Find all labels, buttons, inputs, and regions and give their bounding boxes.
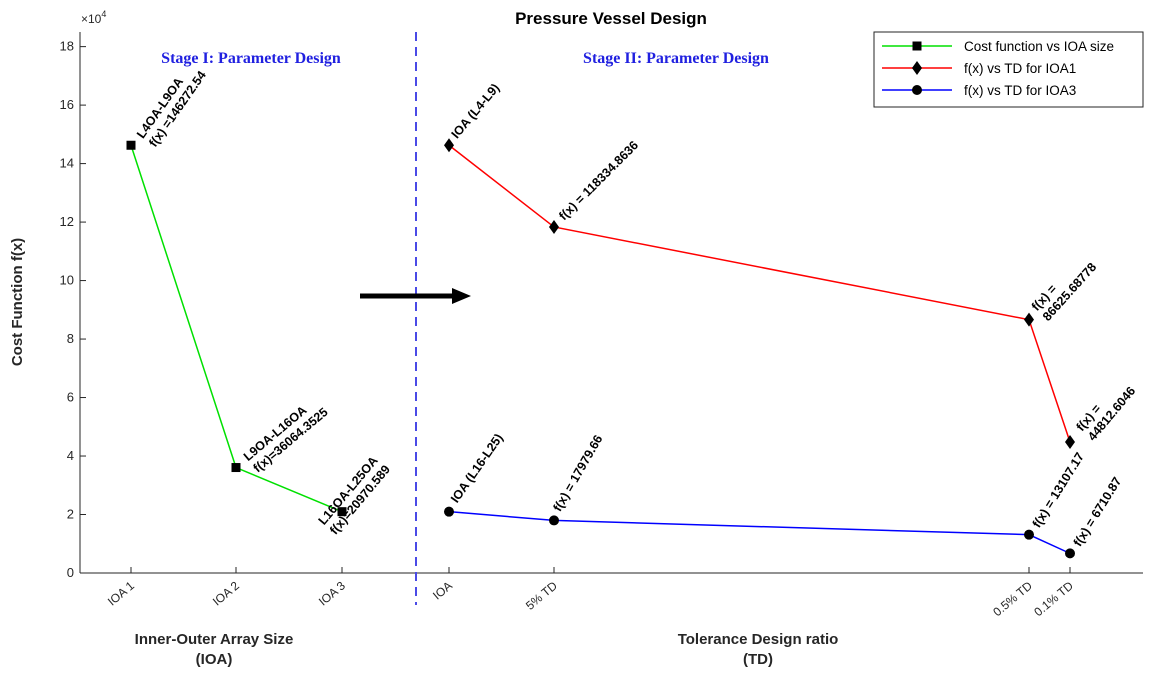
- data-point-circle: [444, 506, 454, 517]
- x-axis-label-td-line2: (TD): [743, 651, 773, 668]
- y-tick-label: 14: [60, 156, 74, 171]
- x-tick-label: IOA 3: [316, 578, 348, 608]
- x-axis-label-td-line1: Tolerance Design ratio: [678, 631, 839, 648]
- data-point-circle: [549, 515, 559, 526]
- y-tick-label: 0: [67, 565, 74, 580]
- y-tick-label: 10: [60, 273, 74, 288]
- data-point-square: [231, 463, 241, 473]
- legend-entry-label: f(x) vs TD for IOA1: [964, 61, 1076, 76]
- data-point-diamond: [1024, 312, 1034, 327]
- transition-arrow: [360, 288, 471, 304]
- y-tick-label: 16: [60, 97, 74, 112]
- series-line: [448, 510, 1071, 555]
- x-tick-label: IOA 2: [210, 578, 242, 608]
- x-tick-label: 0.1% TD: [1031, 578, 1076, 619]
- y-axis-label: Cost Function f(x): [9, 238, 26, 366]
- y-tick-label: 8: [67, 331, 74, 346]
- y-tick-label: 2: [67, 507, 74, 522]
- plot-marks: [126, 138, 1075, 559]
- y-axis-exponent: ×104: [81, 9, 106, 26]
- chart-title: Pressure Vessel Design: [515, 9, 707, 28]
- legend: Cost function vs IOA size f(x) vs TD for …: [873, 31, 1144, 108]
- x-axis-label-ioa-line2: (IOA): [196, 651, 233, 668]
- data-point-diamond: [444, 138, 454, 153]
- data-point-circle: [912, 85, 922, 95]
- y-tick-label: 4: [67, 448, 74, 463]
- y-tick-label: 12: [60, 214, 74, 229]
- stage-2-label: Stage II: Parameter Design: [583, 50, 769, 67]
- y-axis-exponent-power: 4: [101, 9, 106, 19]
- plot-area-background: [80, 32, 1143, 573]
- data-point-diamond: [1065, 434, 1075, 449]
- x-tick-label: 5% TD: [523, 578, 560, 612]
- data-point-diamond: [912, 61, 922, 75]
- x-tick-label: IOA 1: [105, 578, 137, 608]
- data-point-circle: [1024, 529, 1034, 540]
- x-tick-label: IOA: [430, 579, 455, 603]
- y-tick-label: 6: [67, 390, 74, 405]
- data-point-circle: [1065, 548, 1075, 559]
- y-axis-exponent-base: ×10: [81, 12, 102, 26]
- legend-entry-label: Cost function vs IOA size: [964, 39, 1114, 54]
- data-point-square: [126, 140, 136, 150]
- data-point-square: [337, 507, 347, 517]
- series-line: [448, 144, 1071, 443]
- data-point-square: [912, 41, 922, 51]
- stage-1-label: Stage I: Parameter Design: [161, 50, 341, 67]
- x-axis-label-ioa-line1: Inner-Outer Array Size: [135, 631, 294, 648]
- y-tick-label: 18: [60, 39, 74, 54]
- legend-entry-label: f(x) vs TD for IOA3: [964, 83, 1076, 98]
- x-tick-label: 0.5% TD: [990, 578, 1035, 619]
- data-point-diamond: [549, 219, 559, 234]
